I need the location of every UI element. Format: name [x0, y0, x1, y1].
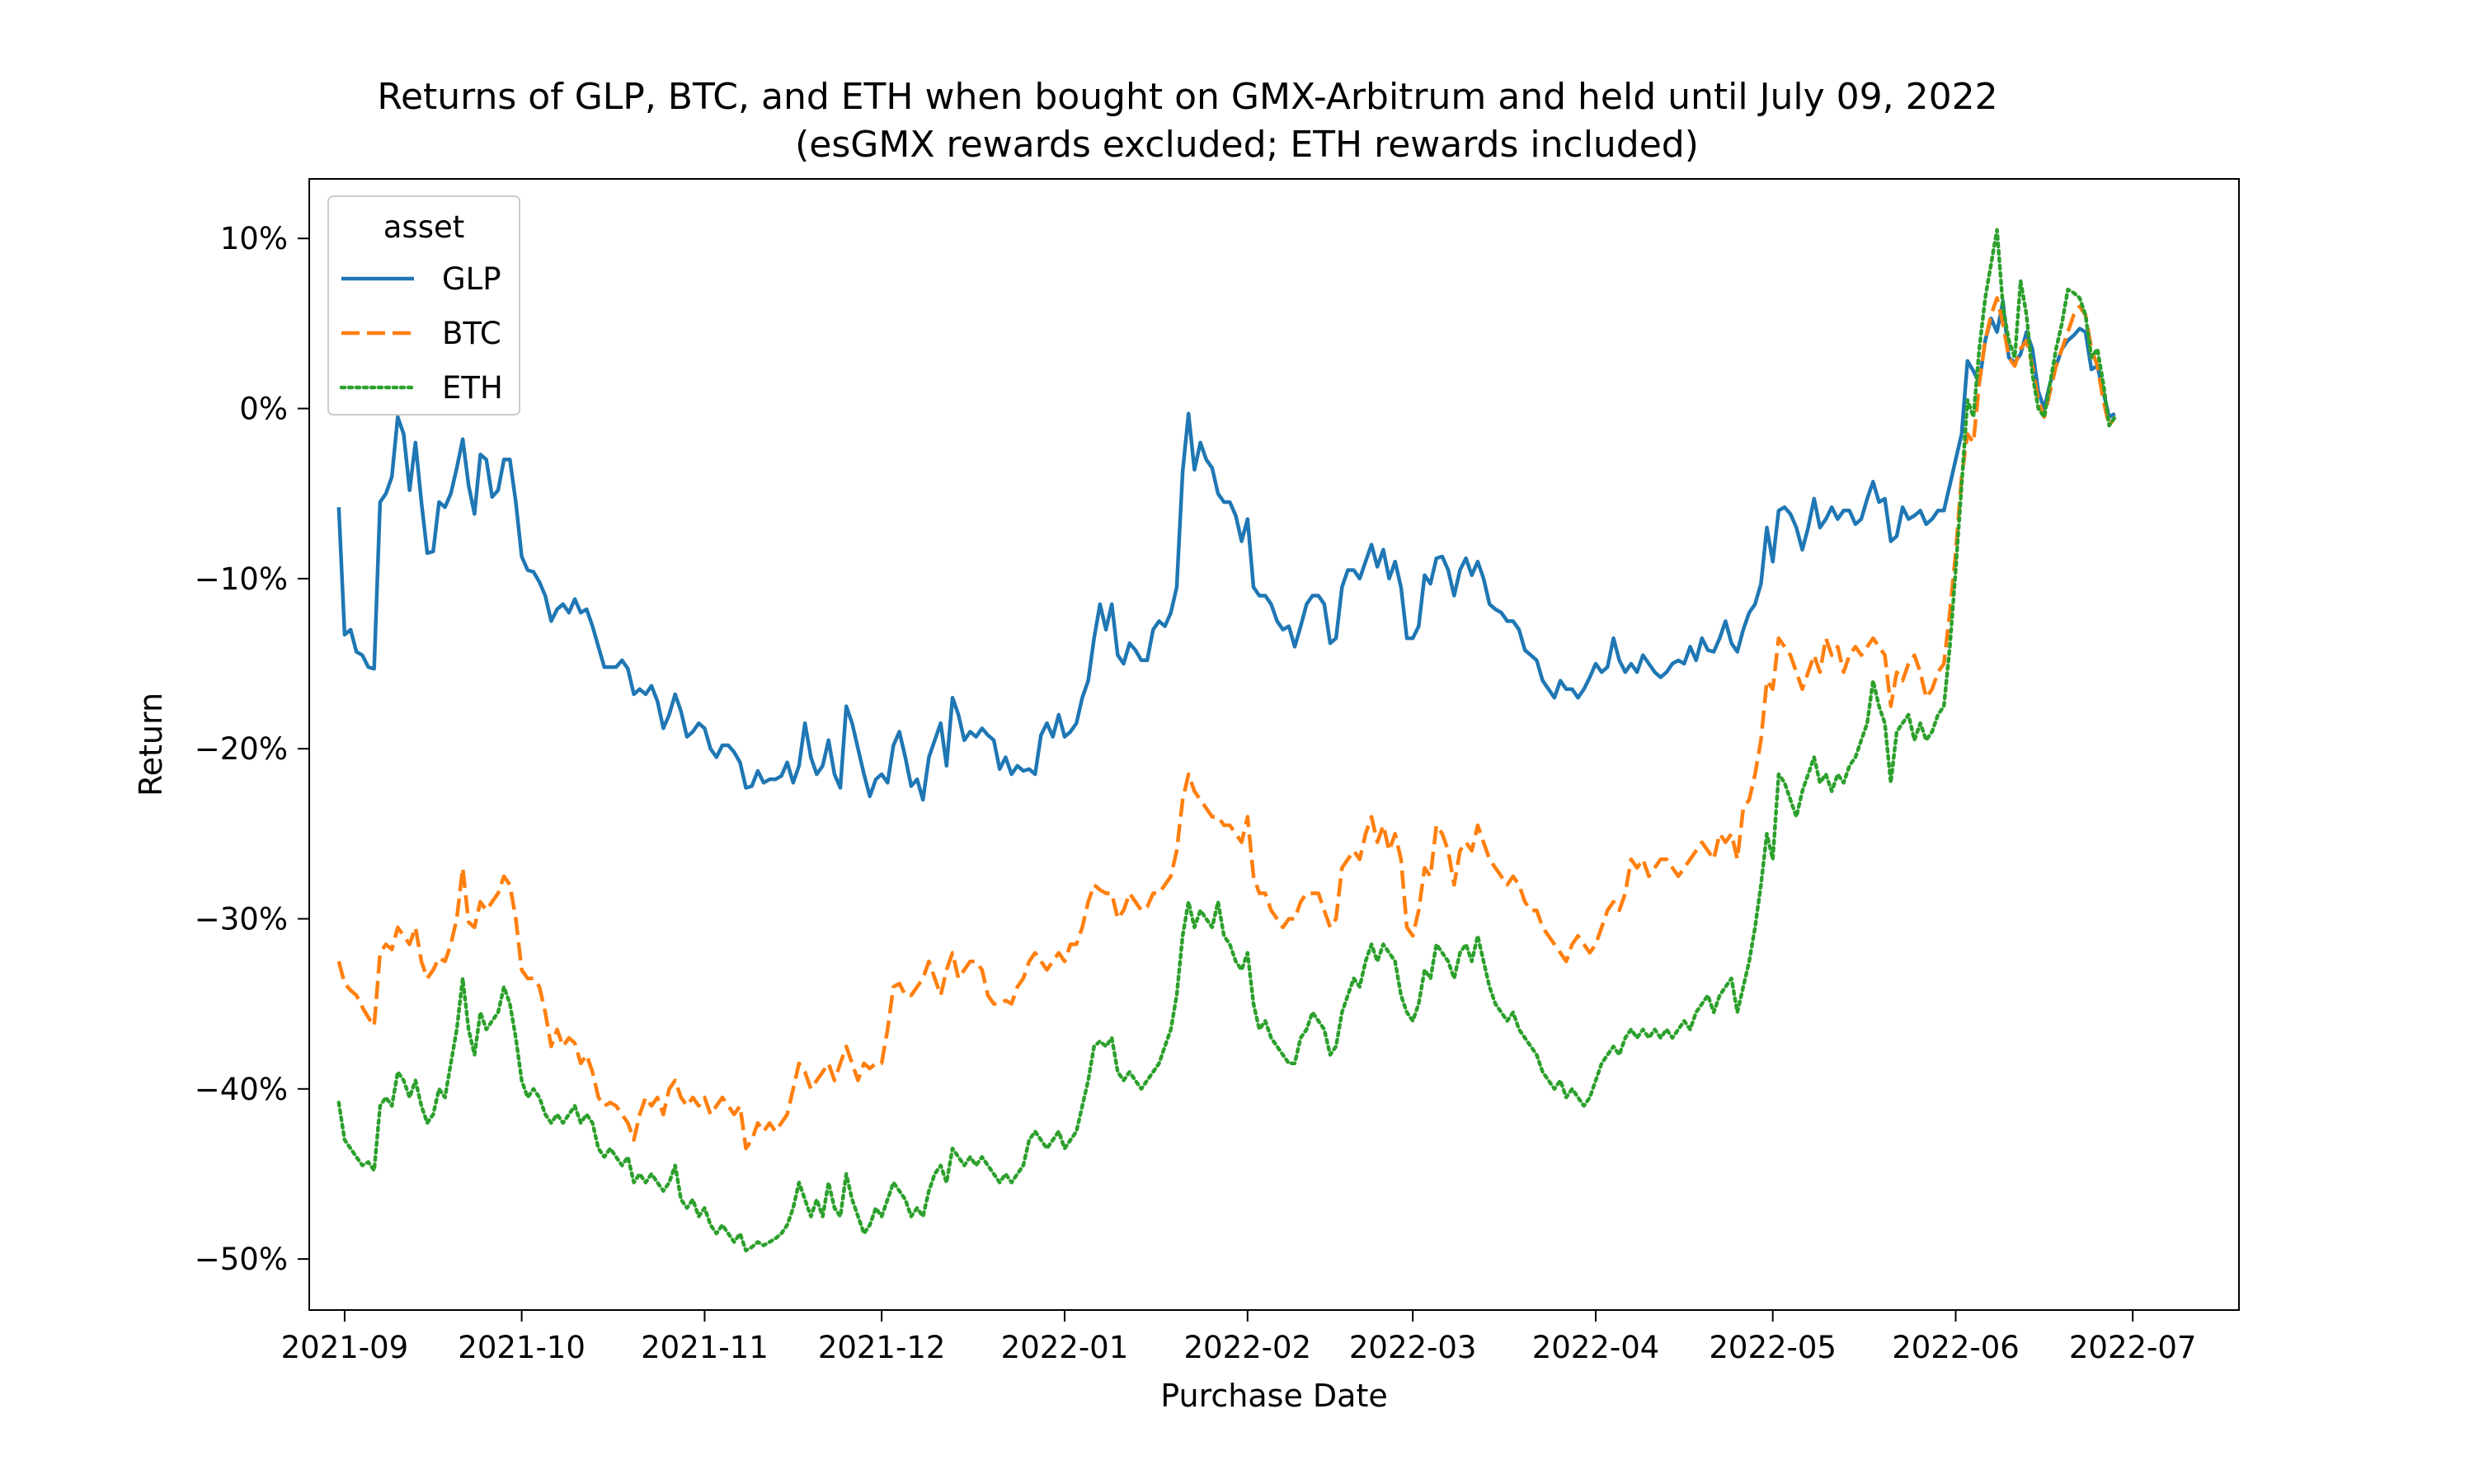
y-tick-label: −50%	[195, 1242, 288, 1277]
x-tick-label: 2022-06	[1892, 1330, 2020, 1365]
y-tick-label: −20%	[195, 731, 288, 767]
x-tick-label: 2022-05	[1709, 1330, 1837, 1365]
series-layer	[336, 228, 2117, 1253]
legend: asset GLP BTC ETH	[327, 195, 520, 416]
legend-label-glp: GLP	[442, 261, 501, 297]
x-tick-label: 2021-10	[458, 1330, 586, 1365]
y-tick-label: −10%	[195, 561, 288, 597]
series-line-btc	[336, 296, 2117, 1151]
y-axis-label: Return	[133, 693, 169, 796]
y-tick-label: 10%	[220, 221, 288, 256]
series-line-eth	[336, 228, 2117, 1253]
plot-area-frame	[308, 178, 2240, 1311]
x-tick-label: 2021-12	[818, 1330, 946, 1365]
x-tick-label: 2022-03	[1349, 1330, 1477, 1365]
legend-label-eth: ETH	[442, 370, 503, 406]
x-tick-label: 2022-02	[1183, 1330, 1311, 1365]
x-tick-label: 2021-09	[281, 1330, 409, 1365]
legend-title: asset	[383, 209, 465, 245]
x-axis: 2021-09 2021-10 2021-11 2021-12 2022-01 2022-…	[281, 1310, 2197, 1365]
legend-label-btc: BTC	[442, 316, 501, 351]
y-tick-label: −30%	[195, 901, 288, 937]
x-tick-label: 2022-01	[1001, 1330, 1129, 1365]
y-tick-label: −40%	[195, 1072, 288, 1107]
x-tick-label: 2021-11	[641, 1330, 769, 1365]
legend-box	[327, 195, 520, 416]
x-axis-label: Purchase Date	[1160, 1378, 1387, 1414]
chart-title: Returns of GLP, BTC, and ETH when bought…	[377, 76, 1997, 118]
x-tick-label: 2022-04	[1532, 1330, 1660, 1365]
y-axis: 10% 0% −10% −20% −30% −40% −50%	[195, 221, 309, 1277]
x-tick-label: 2022-07	[2069, 1330, 2197, 1365]
series-line-glp	[336, 299, 2116, 802]
y-tick-label: 0%	[239, 392, 288, 427]
chart-subtitle: (esGMX rewards excluded; ETH rewards inc…	[795, 124, 1699, 166]
